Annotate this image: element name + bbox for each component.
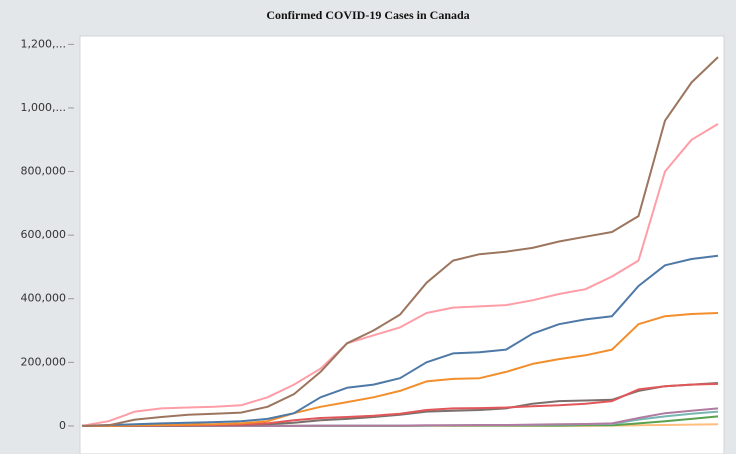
y-tick-label: 200,000: [21, 355, 67, 368]
y-tick-label: 0: [59, 419, 66, 432]
y-tick-label: 1,200,...: [21, 37, 66, 50]
y-tick-label: 400,000: [21, 292, 67, 305]
y-tick-label: 800,000: [21, 165, 67, 178]
series-line: [82, 312, 719, 427]
plot-area: [79, 35, 725, 454]
y-tick-label: 1,000,...: [21, 101, 66, 114]
series-line: [81, 56, 719, 427]
series-line: [81, 123, 719, 427]
chart-title: Confirmed COVID-19 Cases in Canada: [266, 8, 469, 22]
series-line: [81, 254, 719, 427]
y-tick-label: 600,000: [21, 228, 67, 241]
